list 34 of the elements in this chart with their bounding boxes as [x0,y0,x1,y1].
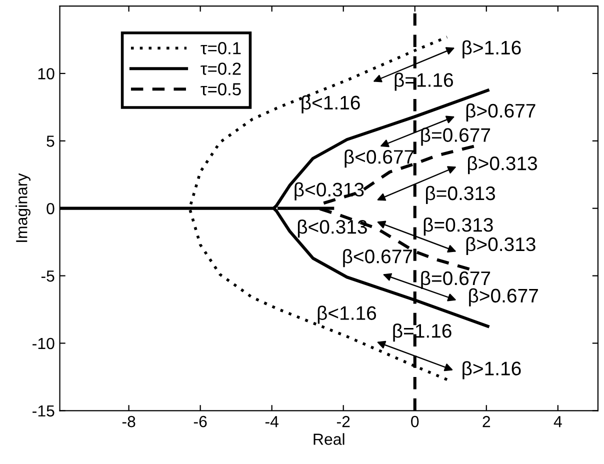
legend-label: τ=0.5 [200,83,241,96]
legend-label: τ=0.1 [200,42,241,54]
annotation: β<0.677 [343,249,412,268]
legend-label: τ=0.2 [200,62,241,75]
annotation: β=1.16 [393,323,452,342]
annotation: β=0.313 [426,186,496,204]
annotation: β<0.677 [344,150,414,168]
annotation: β>0.677 [469,288,538,306]
y-tick-label: -15 [32,405,54,417]
annotation: β>0.313 [468,156,537,174]
y-tick-label: 5 [46,136,54,147]
x-tick-label: -8 [122,416,136,428]
y-axis-title: Imaginary [16,173,30,242]
annotation: β>1.16 [462,40,521,58]
annotation: β=0.677 [421,128,490,146]
x-tick-label: -6 [194,416,207,428]
annotation: β<0.313 [298,220,367,238]
y-tick-label: 10 [38,68,54,80]
y-tick-label: -10 [32,338,54,350]
x-axis-title: Real [314,433,344,445]
x-tick-label: 0 [411,416,419,428]
annotation: β=0.313 [424,217,493,236]
annotation: β<1.16 [302,95,360,114]
x-tick-label: -4 [265,416,278,428]
annotation: β>1.16 [462,361,521,380]
y-tick-label: -5 [41,270,54,282]
annotation: β>0.313 [466,236,536,256]
x-tick-label: 2 [482,416,490,428]
x-tick-label: 4 [554,416,562,428]
annotation: β>0.677 [466,103,536,122]
y-tick-label: 0 [46,202,54,214]
annotation: β<1.16 [318,306,376,324]
annotation: β=0.677 [421,270,490,290]
x-tick-label: -2 [336,416,350,428]
